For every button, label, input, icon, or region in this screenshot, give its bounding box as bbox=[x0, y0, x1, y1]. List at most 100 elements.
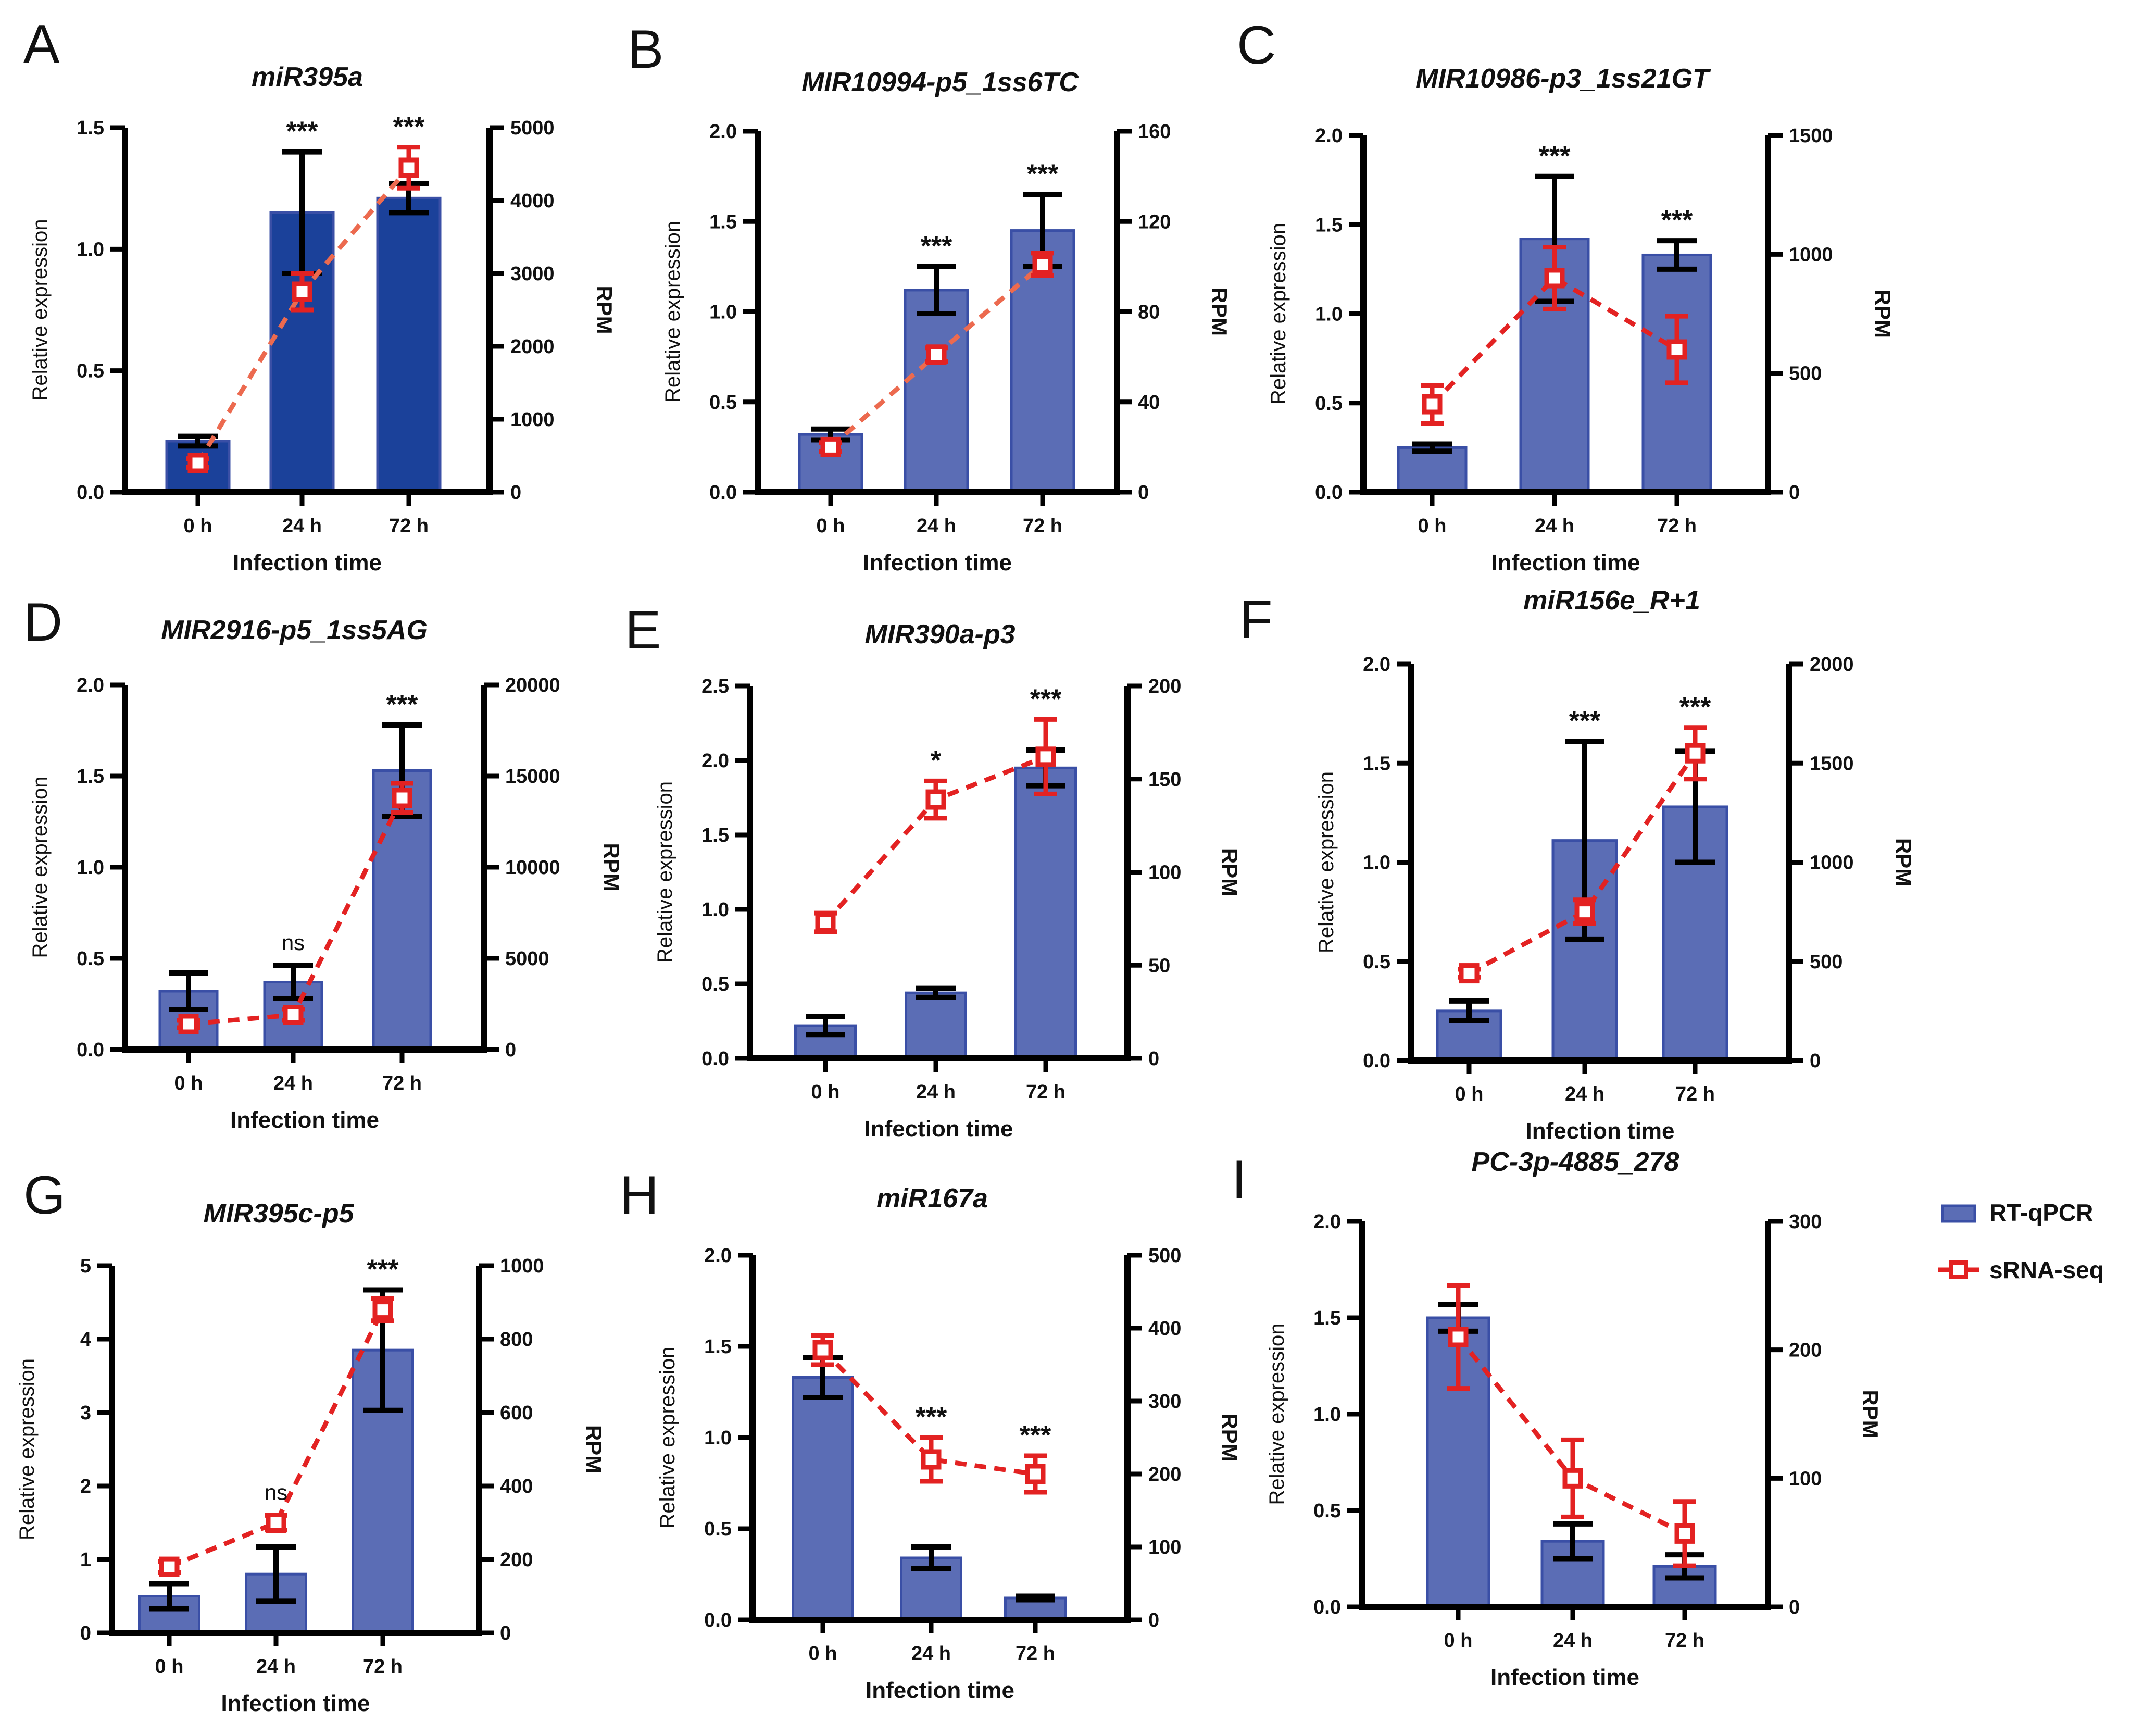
left-tick-label: 1.0 bbox=[704, 1427, 732, 1449]
right-tick-label: 500 bbox=[1148, 1245, 1181, 1267]
series-point bbox=[921, 1449, 942, 1470]
bar bbox=[905, 991, 967, 1060]
right-tick-label: 100 bbox=[1148, 1537, 1181, 1558]
left-tick-label: 1.5 bbox=[1315, 214, 1343, 236]
series-point bbox=[187, 453, 208, 473]
x-tick-label: 0 h bbox=[1444, 1630, 1473, 1652]
x-tick-label: 0 h bbox=[174, 1072, 203, 1094]
left-tick-label: 0.5 bbox=[1363, 951, 1390, 973]
series-point bbox=[398, 157, 419, 178]
right-tick-label: 0 bbox=[1810, 1050, 1821, 1072]
y2-axis-title: RPM bbox=[592, 285, 617, 334]
y-axis-title: Relative expression bbox=[1315, 771, 1338, 953]
chart-title: PC-3p-4885_278 bbox=[1472, 1147, 1679, 1177]
significance-label: *** bbox=[916, 1402, 947, 1432]
series-point bbox=[392, 788, 412, 808]
x-tick-label: 24 h bbox=[273, 1072, 313, 1094]
significance-label: *** bbox=[286, 117, 318, 147]
right-tick-label: 1500 bbox=[1810, 753, 1854, 775]
right-tick-label: 0 bbox=[1138, 482, 1149, 504]
right-tick-label: 100 bbox=[1789, 1468, 1822, 1490]
right-tick-label: 200 bbox=[1789, 1340, 1822, 1362]
x-axis-title: Infection time bbox=[1525, 1118, 1674, 1144]
panel-letter: E bbox=[625, 600, 661, 660]
x-tick-label: 72 h bbox=[1675, 1083, 1715, 1105]
series-point bbox=[925, 789, 946, 810]
x-tick-label: 0 h bbox=[155, 1656, 184, 1678]
left-tick-label: 1.0 bbox=[1363, 852, 1390, 874]
left-tick-label: 1 bbox=[80, 1549, 91, 1571]
x-tick-label: 72 h bbox=[363, 1656, 403, 1678]
legend-bar-swatch bbox=[1941, 1204, 1976, 1223]
left-tick-label: 1.0 bbox=[77, 239, 104, 260]
x-tick-label: 24 h bbox=[911, 1643, 951, 1665]
left-tick-label: 1.5 bbox=[1313, 1307, 1341, 1329]
right-tick-label: 800 bbox=[500, 1329, 533, 1351]
x-axis-title: Infection time bbox=[1491, 550, 1640, 576]
left-tick-label: 5 bbox=[80, 1255, 91, 1277]
significance-label: *** bbox=[1539, 141, 1571, 171]
series-line bbox=[821, 1348, 1036, 1477]
x-axis-title: Infection time bbox=[233, 550, 382, 576]
y2-axis-title: RPM bbox=[1891, 838, 1916, 886]
y2-axis-title: RPM bbox=[1871, 290, 1895, 338]
y-axis-title: Relative expression bbox=[1265, 1323, 1288, 1505]
left-tick-label: 1.5 bbox=[77, 766, 104, 788]
panel-letter: D bbox=[23, 592, 62, 653]
panel-letter: A bbox=[23, 14, 60, 74]
left-tick-label: 0.5 bbox=[704, 1518, 732, 1540]
y-axis-title: Relative expression bbox=[16, 1358, 39, 1540]
y2-axis-title: RPM bbox=[1207, 288, 1232, 336]
left-tick-label: 1.0 bbox=[1315, 304, 1343, 326]
bar bbox=[1397, 446, 1468, 494]
x-tick-label: 24 h bbox=[1535, 515, 1574, 537]
left-tick-label: 1.5 bbox=[1363, 753, 1390, 775]
left-tick-label: 2.5 bbox=[701, 676, 729, 697]
left-tick-label: 0.5 bbox=[1315, 393, 1343, 415]
series-point bbox=[1574, 902, 1595, 922]
y2-axis-title: RPM bbox=[1218, 848, 1242, 896]
x-tick-label: 24 h bbox=[1553, 1630, 1593, 1652]
right-tick-label: 0 bbox=[500, 1622, 511, 1644]
right-tick-label: 20000 bbox=[505, 675, 560, 696]
series-point bbox=[820, 436, 841, 457]
right-tick-label: 300 bbox=[1789, 1211, 1822, 1233]
left-tick-label: 2.0 bbox=[704, 1245, 732, 1267]
right-tick-label: 300 bbox=[1148, 1391, 1181, 1413]
right-tick-label: 200 bbox=[1148, 676, 1181, 697]
chart-panel-e: E MIR390a-p3 0.0 0.5 1.0 1.5 2.0 2.5 0 50 100 150 20… bbox=[625, 600, 1242, 1142]
legend: RT-qPCR sRNA-seq bbox=[1938, 1199, 2104, 1283]
x-tick-label: 72 h bbox=[382, 1072, 422, 1094]
x-tick-label: 24 h bbox=[282, 515, 322, 537]
legend-line-marker bbox=[1949, 1260, 1968, 1279]
significance-label: *** bbox=[1027, 159, 1059, 189]
left-tick-label: 2.0 bbox=[77, 675, 104, 696]
significance-label: *** bbox=[1569, 706, 1601, 736]
right-tick-label: 1500 bbox=[1789, 125, 1833, 147]
significance-label: ns bbox=[282, 930, 305, 955]
series-line bbox=[1468, 752, 1697, 976]
left-tick-label: 0.5 bbox=[77, 948, 104, 970]
series-point bbox=[266, 1513, 286, 1533]
significance-label: *** bbox=[921, 231, 952, 261]
x-axis-title: Infection time bbox=[866, 1678, 1014, 1703]
x-tick-label: 72 h bbox=[389, 515, 429, 537]
x-tick-label: 24 h bbox=[917, 515, 956, 537]
x-tick-label: 24 h bbox=[1565, 1083, 1604, 1105]
right-tick-label: 1000 bbox=[1810, 852, 1854, 874]
series-point bbox=[283, 1005, 304, 1025]
right-tick-label: 2000 bbox=[1810, 654, 1854, 676]
x-tick-label: 72 h bbox=[1023, 515, 1062, 537]
series-point bbox=[1544, 268, 1565, 289]
x-axis-title: Infection time bbox=[1490, 1665, 1639, 1690]
right-tick-label: 5000 bbox=[510, 117, 555, 139]
left-tick-label: 0.0 bbox=[709, 482, 737, 504]
right-tick-label: 80 bbox=[1138, 302, 1160, 323]
x-tick-label: 0 h bbox=[809, 1643, 837, 1665]
x-axis-title: Infection time bbox=[230, 1107, 379, 1133]
x-tick-label: 0 h bbox=[184, 515, 212, 537]
chart-title: MIR10986-p3_1ss21GT bbox=[1415, 64, 1711, 94]
